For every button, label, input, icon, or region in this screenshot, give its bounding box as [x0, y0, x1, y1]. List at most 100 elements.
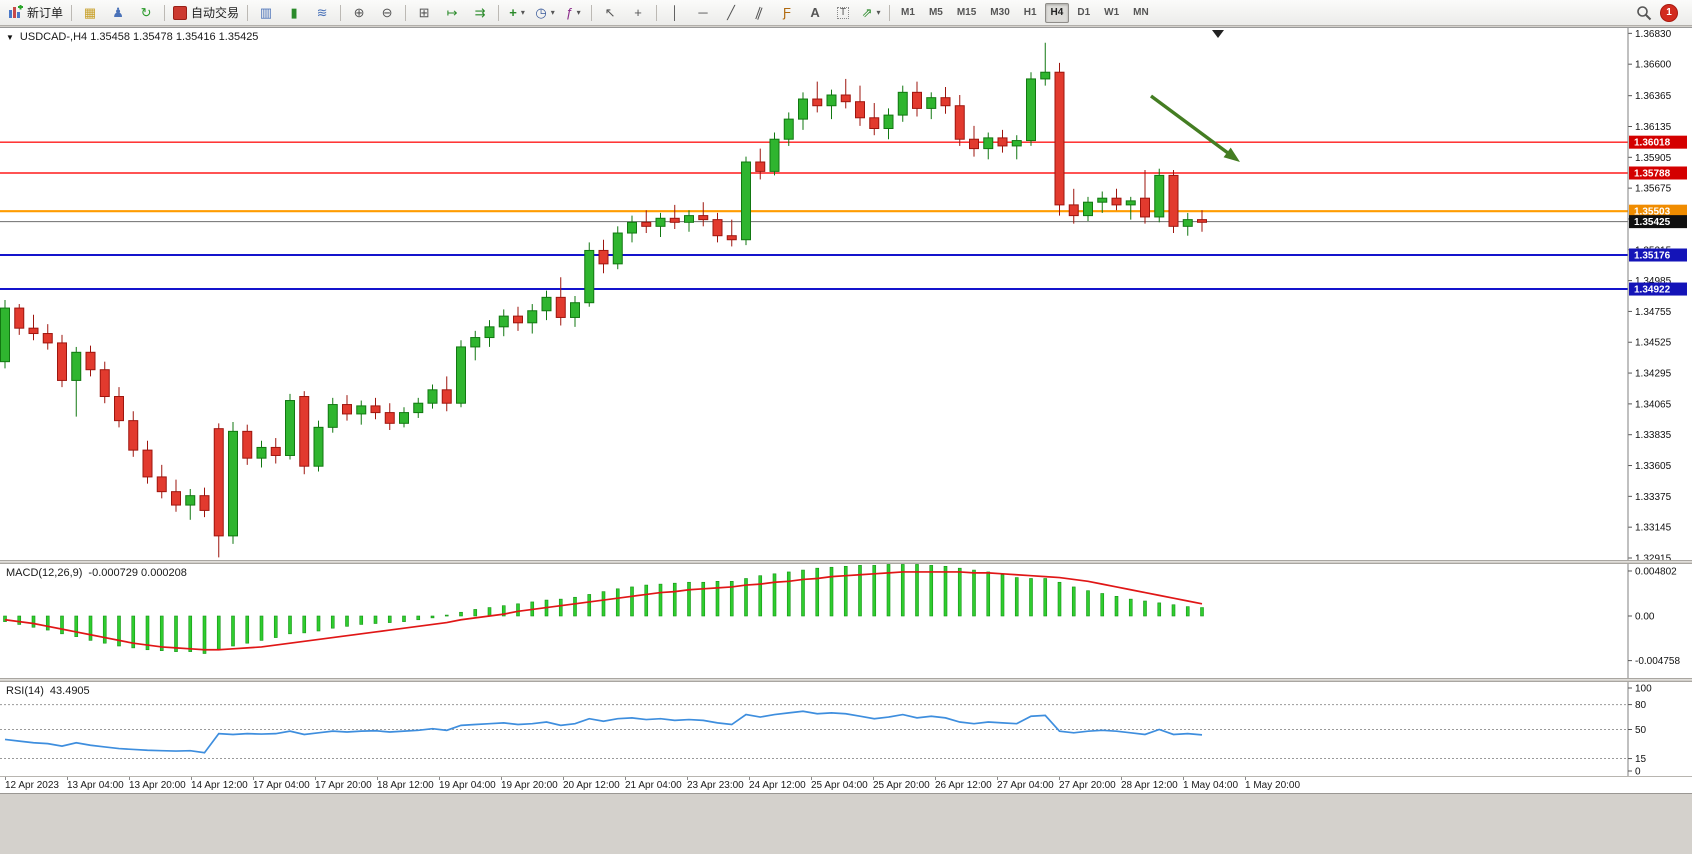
price-level-badge-text: 1.35176 — [1634, 251, 1671, 262]
trendline-tool-button[interactable]: ╱ — [717, 2, 745, 24]
candlestick-chart-button[interactable]: ▮ — [280, 2, 308, 24]
rsi-axis-label: 80 — [1635, 700, 1647, 711]
zoom-out-button[interactable]: ⊖ — [373, 2, 401, 24]
zoom-in-button[interactable]: ⊕ — [345, 2, 373, 24]
price-level-badge — [1629, 248, 1687, 262]
timeframe-W1[interactable]: W1 — [1104, 7, 1120, 18]
candle-body — [185, 495, 196, 506]
price-axis-label: 1.33375 — [1635, 492, 1672, 503]
chart-title: ▼ USDCAD-,H4 1.35458 1.35478 1.35416 1.3… — [6, 31, 258, 43]
candle-body — [969, 138, 979, 150]
candle-body — [228, 430, 238, 537]
time-axis-tick — [501, 777, 502, 780]
panel-splitter[interactable] — [0, 678, 1692, 682]
candle-body — [156, 476, 167, 493]
macd-plot[interactable]: 0.004802 0.00 -0.004758 — [0, 564, 1692, 678]
macd-histogram-bar — [402, 615, 406, 622]
horizontal-line-tool-button[interactable]: ─ — [689, 2, 717, 24]
macd-signal-line — [4, 571, 1203, 651]
text-tool-button[interactable]: A — [801, 2, 829, 24]
price-axis-label: 1.36600 — [1635, 60, 1672, 71]
indicators-button[interactable]: ƒ ▾ — [559, 2, 587, 24]
time-axis-label: 27 Apr 04:00 — [997, 780, 1054, 791]
crosshair-tool-button[interactable]: + — [624, 2, 652, 24]
fibonacci-tool-button[interactable]: Ƒ — [773, 2, 801, 24]
notification-badge[interactable]: 1 — [1660, 3, 1678, 22]
price-axis-label: 1.36135 — [1635, 122, 1672, 133]
panel-splitter[interactable] — [0, 560, 1692, 564]
candlestick-chart-icon: ▮ — [290, 5, 298, 20]
macd-histogram-bar — [231, 615, 235, 647]
annotation-arrow-head[interactable] — [1223, 147, 1240, 162]
templates-button[interactable]: ▦ — [76, 2, 104, 24]
bar-chart-icon: ▥ — [259, 5, 273, 20]
tile-windows-button[interactable]: ⊞ — [410, 2, 438, 24]
timeframe-D1[interactable]: D1 — [1077, 7, 1091, 18]
trendline-icon: ╱ — [727, 5, 735, 20]
add-chart-button[interactable]: + ▾ — [503, 2, 531, 24]
shapes-tool-button[interactable]: ⇗ ▾ — [857, 2, 885, 24]
refresh-button[interactable]: ↻ — [132, 2, 160, 24]
line-chart-button[interactable]: ≋ — [308, 2, 336, 24]
chart-window: ▼ USDCAD-,H4 1.35458 1.35478 1.35416 1.3… — [0, 27, 1692, 794]
macd-axis-label: 0.00 — [1635, 612, 1655, 623]
candle-body — [1083, 201, 1093, 217]
new-order-button[interactable]: 新订单 — [4, 2, 67, 24]
toolbar-separator — [656, 4, 658, 21]
timeframe-M1[interactable]: M1 — [901, 7, 915, 18]
macd-label: MACD(12,26,9) -0.000729 0.000208 — [6, 567, 187, 579]
time-axis-label: 18 Apr 12:00 — [377, 780, 434, 791]
price-axis-label: 1.33835 — [1635, 430, 1672, 441]
macd-histogram-bar — [772, 573, 777, 617]
timeframe-M15[interactable]: M15 — [956, 7, 977, 18]
cursor-tool-button[interactable]: ↖ — [596, 2, 624, 24]
text-label-tool-button[interactable]: T — [829, 2, 857, 24]
macd-histogram-bar — [430, 615, 435, 619]
price-axis-label: 1.34755 — [1635, 307, 1672, 318]
candle-body — [669, 217, 680, 223]
macd-histogram-bar — [416, 615, 421, 621]
macd-histogram-bar — [758, 575, 763, 617]
annotation-arrow-line[interactable] — [1149, 94, 1233, 158]
auto-scroll-button[interactable]: ⇉ — [466, 2, 494, 24]
candle-body — [128, 420, 139, 451]
dropdown-icon: ▾ — [550, 7, 555, 17]
macd-histogram-bar — [131, 615, 136, 649]
macd-histogram-bar — [1185, 606, 1190, 617]
rsi-plot[interactable]: 100 80 50 15 0 — [0, 682, 1692, 776]
toolbar-right-group: 1 — [1636, 3, 1688, 22]
macd-histogram-bar — [957, 567, 962, 617]
macd-histogram-bar — [858, 565, 862, 617]
candle-body — [855, 101, 865, 119]
profiles-button[interactable]: ♟ — [104, 2, 132, 24]
channel-tool-button[interactable]: ∥ — [745, 2, 773, 24]
timeframe-H4[interactable]: H4 — [1044, 2, 1070, 23]
timeframe-MN[interactable]: MN — [1133, 7, 1149, 18]
time-axis[interactable]: 12 Apr 2023 13 Apr 04:00 13 Apr 20:00 14 Ap… — [0, 776, 1692, 794]
macd-histogram-bar — [943, 566, 948, 617]
timeframe-H1[interactable]: H1 — [1023, 7, 1037, 18]
candle-body — [0, 307, 10, 363]
timeframe-M5[interactable]: M5 — [928, 7, 943, 18]
main-toolbar: 新订单 ▦ ♟ ↻ 自动交易 ▥ ▮ ≋ ⊕ ⊖ ⊞ ↦ ⇉ + ▾ ◷ ▾ ƒ ▾ … — [0, 0, 1692, 26]
symbol-dropdown-icon[interactable]: ▼ — [6, 32, 14, 42]
period-clock-button[interactable]: ◷ ▾ — [531, 2, 559, 24]
macd-histogram-bar — [345, 615, 349, 627]
macd-histogram-bar — [658, 583, 663, 617]
timeframe-M30[interactable]: M30 — [990, 7, 1010, 18]
vertical-line-tool-button[interactable]: │ — [661, 2, 689, 24]
bar-chart-button[interactable]: ▥ — [252, 2, 280, 24]
main-chart-panel: ▼ USDCAD-,H4 1.35458 1.35478 1.35416 1.3… — [0, 28, 1692, 560]
auto-trading-button[interactable]: 自动交易 — [169, 2, 243, 24]
chart-shift-button[interactable]: ↦ — [438, 2, 466, 24]
chart-shift-marker[interactable] — [1212, 30, 1224, 38]
dropdown-icon: ▾ — [576, 7, 581, 17]
candle-body — [1026, 78, 1036, 142]
main-chart-plot[interactable]: 1.36830 1.36600 1.36365 1.36135 1.35905 1.356… — [0, 28, 1692, 560]
macd-histogram-bar — [444, 614, 449, 617]
search-button[interactable] — [1636, 5, 1652, 21]
time-axis-tick — [811, 777, 812, 780]
price-level-badge-text: 1.35503 — [1634, 207, 1671, 218]
macd-histogram-bar — [17, 615, 22, 625]
candle-body — [114, 396, 124, 422]
